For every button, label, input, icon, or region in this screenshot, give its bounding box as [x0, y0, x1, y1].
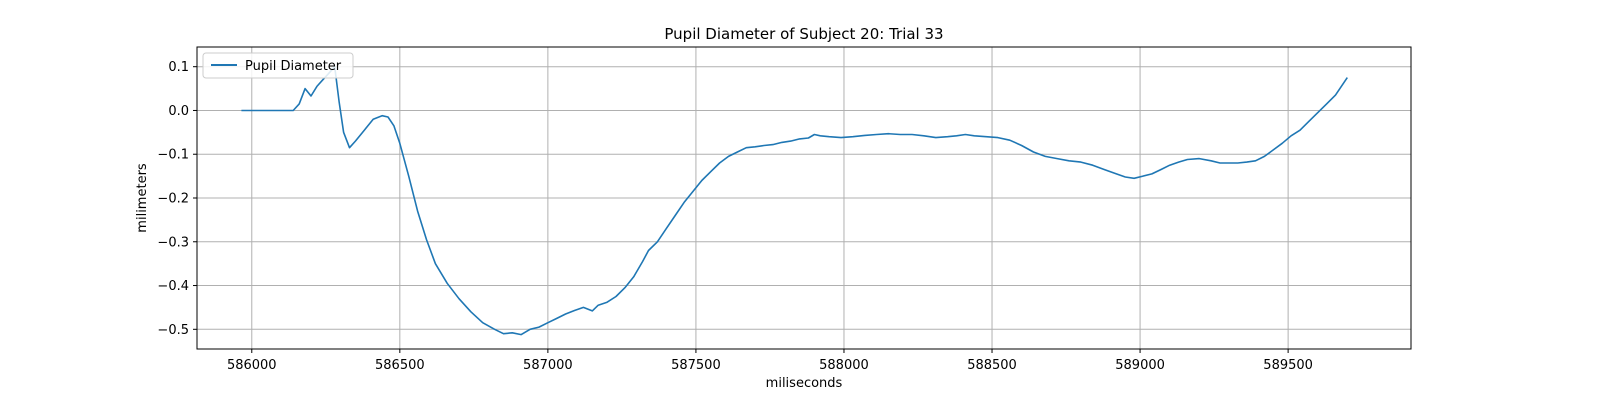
series-layer: [241, 65, 1348, 336]
y-tick-label: −0.4: [157, 279, 189, 294]
x-tick-label: 586000: [227, 358, 277, 373]
legend-box: [202, 52, 354, 79]
legend-label: Pupil Diameter: [245, 59, 342, 74]
legend: Pupil Diameter: [202, 52, 354, 79]
x-tick-label: 588000: [819, 358, 869, 373]
x-tick-label: 588500: [967, 358, 1017, 373]
x-tick-label: 587000: [523, 358, 573, 373]
y-tick-label: −0.5: [157, 323, 189, 338]
x-tick-label: 589500: [1263, 358, 1313, 373]
x-tick-label: 586500: [375, 358, 425, 373]
grid: [197, 47, 1411, 349]
x-tick-label: 589000: [1115, 358, 1165, 373]
y-tick-label: −0.2: [157, 192, 189, 207]
chart-title: Pupil Diameter of Subject 20: Trial 33: [664, 25, 943, 43]
y-axis-label: milimeters: [135, 163, 150, 233]
y-tick-label: 0.0: [168, 104, 189, 119]
y-tick-label: −0.1: [157, 148, 189, 163]
y-tick-label: −0.3: [157, 235, 189, 250]
x-axis-label: miliseconds: [766, 376, 843, 391]
ticks: 586000 586500 587000 587500 588000 588500 5890…: [157, 60, 1313, 373]
series-line-pupil-diameter: [241, 65, 1348, 336]
x-tick-label: 587500: [671, 358, 721, 373]
y-tick-label: 0.1: [168, 60, 189, 75]
